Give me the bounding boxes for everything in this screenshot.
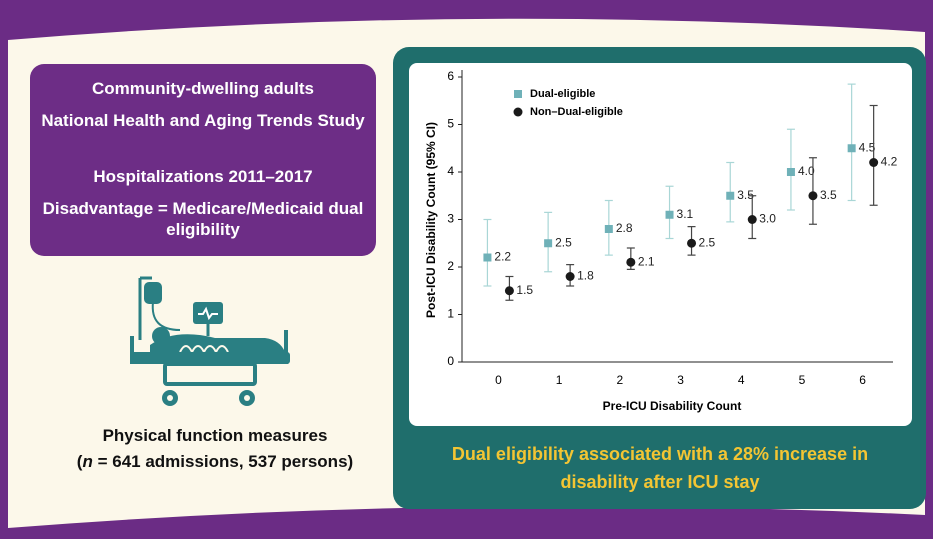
measures-count: (n = 641 admissions, 537 persons) <box>40 450 390 474</box>
y-tick-label: 3 <box>447 212 454 226</box>
point <box>687 239 696 248</box>
point <box>869 158 878 167</box>
x-axis-title: Pre-ICU Disability Count <box>603 399 742 413</box>
n-symbol: n <box>82 452 92 471</box>
data-label: 3.0 <box>759 212 776 226</box>
point <box>605 225 613 233</box>
point <box>566 272 575 281</box>
point <box>848 144 856 152</box>
point <box>666 211 674 219</box>
legend-marker <box>514 90 522 98</box>
measures-title: Physical function measures <box>40 424 390 448</box>
chart-box <box>409 63 912 426</box>
data-label: 1.5 <box>516 283 533 297</box>
y-tick-label: 5 <box>447 117 454 131</box>
count-text: = 641 admissions, 537 persons) <box>93 452 353 471</box>
info-line: Community-dwelling adults <box>40 78 366 99</box>
y-tick-label: 2 <box>447 259 454 273</box>
legend-marker <box>514 108 523 117</box>
point <box>726 192 734 200</box>
point <box>748 215 757 224</box>
info-line: National Health and Aging Trends Study <box>40 110 366 131</box>
data-label: 3.5 <box>820 188 837 202</box>
info-line: Disadvantage = Medicare/Medicaid dual el… <box>40 198 366 240</box>
x-tick-label: 0 <box>495 373 502 387</box>
legend-label: Dual-eligible <box>530 88 595 100</box>
x-tick-label: 5 <box>799 373 806 387</box>
data-label: 2.5 <box>555 235 572 249</box>
y-tick-label: 4 <box>447 164 454 178</box>
x-tick-label: 3 <box>677 373 684 387</box>
data-label: 2.8 <box>616 221 633 235</box>
y-axis-title: Post-ICU Disability Count (95% CI) <box>424 122 438 318</box>
x-tick-label: 2 <box>616 373 623 387</box>
y-tick-label: 0 <box>447 354 454 368</box>
info-line: Hospitalizations 2011–2017 <box>40 166 366 187</box>
point <box>787 168 795 176</box>
point <box>505 286 514 295</box>
point <box>808 191 817 200</box>
conclusion: Dual eligibility associated with a 28% i… <box>420 440 900 496</box>
data-label: 2.5 <box>699 235 716 249</box>
point <box>483 254 491 262</box>
point <box>626 258 635 267</box>
point <box>544 239 552 247</box>
x-tick-label: 6 <box>859 373 866 387</box>
data-label: 4.2 <box>881 155 898 169</box>
data-label: 3.1 <box>677 207 694 221</box>
data-label: 2.1 <box>638 254 655 268</box>
x-tick-label: 4 <box>738 373 745 387</box>
data-label: 1.8 <box>577 269 594 283</box>
x-tick-label: 1 <box>556 373 563 387</box>
y-tick-label: 1 <box>447 307 454 321</box>
y-tick-label: 6 <box>447 69 454 83</box>
legend-label: Non–Dual-eligible <box>530 106 623 118</box>
data-label: 2.2 <box>494 250 511 264</box>
page: Post-ICU Disability Count (95% CI) Pre-I… <box>0 0 933 539</box>
